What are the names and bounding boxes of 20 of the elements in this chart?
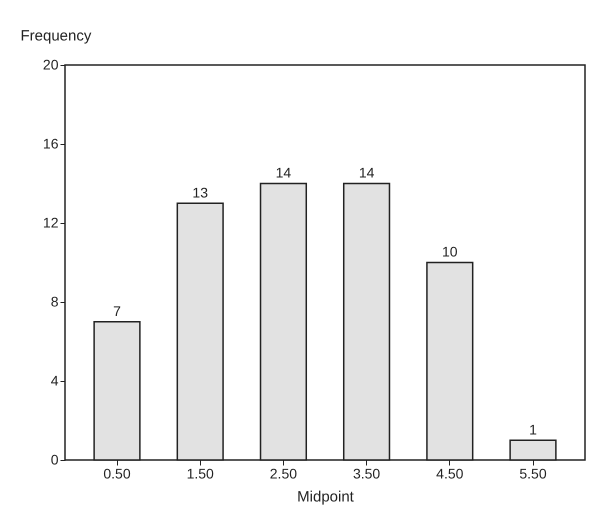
y-tick-label: 0 (50, 452, 59, 468)
x-tick-label: 1.50 (186, 466, 214, 482)
x-tick-label: 3.50 (352, 466, 380, 482)
y-tick-label: 4 (50, 372, 59, 388)
x-tick-label: 0.50 (103, 466, 131, 482)
data-label: 7 (113, 302, 122, 319)
data-label: 10 (442, 244, 458, 260)
data-label: 1 (529, 421, 538, 438)
y-tick-label: 16 (42, 136, 59, 152)
x-tick-label: 2.50 (270, 466, 298, 482)
x-axis-title: Midpoint (297, 488, 355, 506)
data-label: 14 (276, 164, 292, 180)
data-label: 14 (358, 164, 375, 180)
x-tick-label: 5.50 (519, 466, 547, 482)
y-tick-label: 12 (42, 214, 59, 230)
x-tick-label: 4.50 (436, 466, 464, 482)
y-tick-label: 8 (50, 294, 59, 310)
y-axis-title: Frequency (20, 28, 92, 44)
y-tick-label: 20 (42, 56, 59, 72)
data-label: 13 (192, 184, 208, 200)
